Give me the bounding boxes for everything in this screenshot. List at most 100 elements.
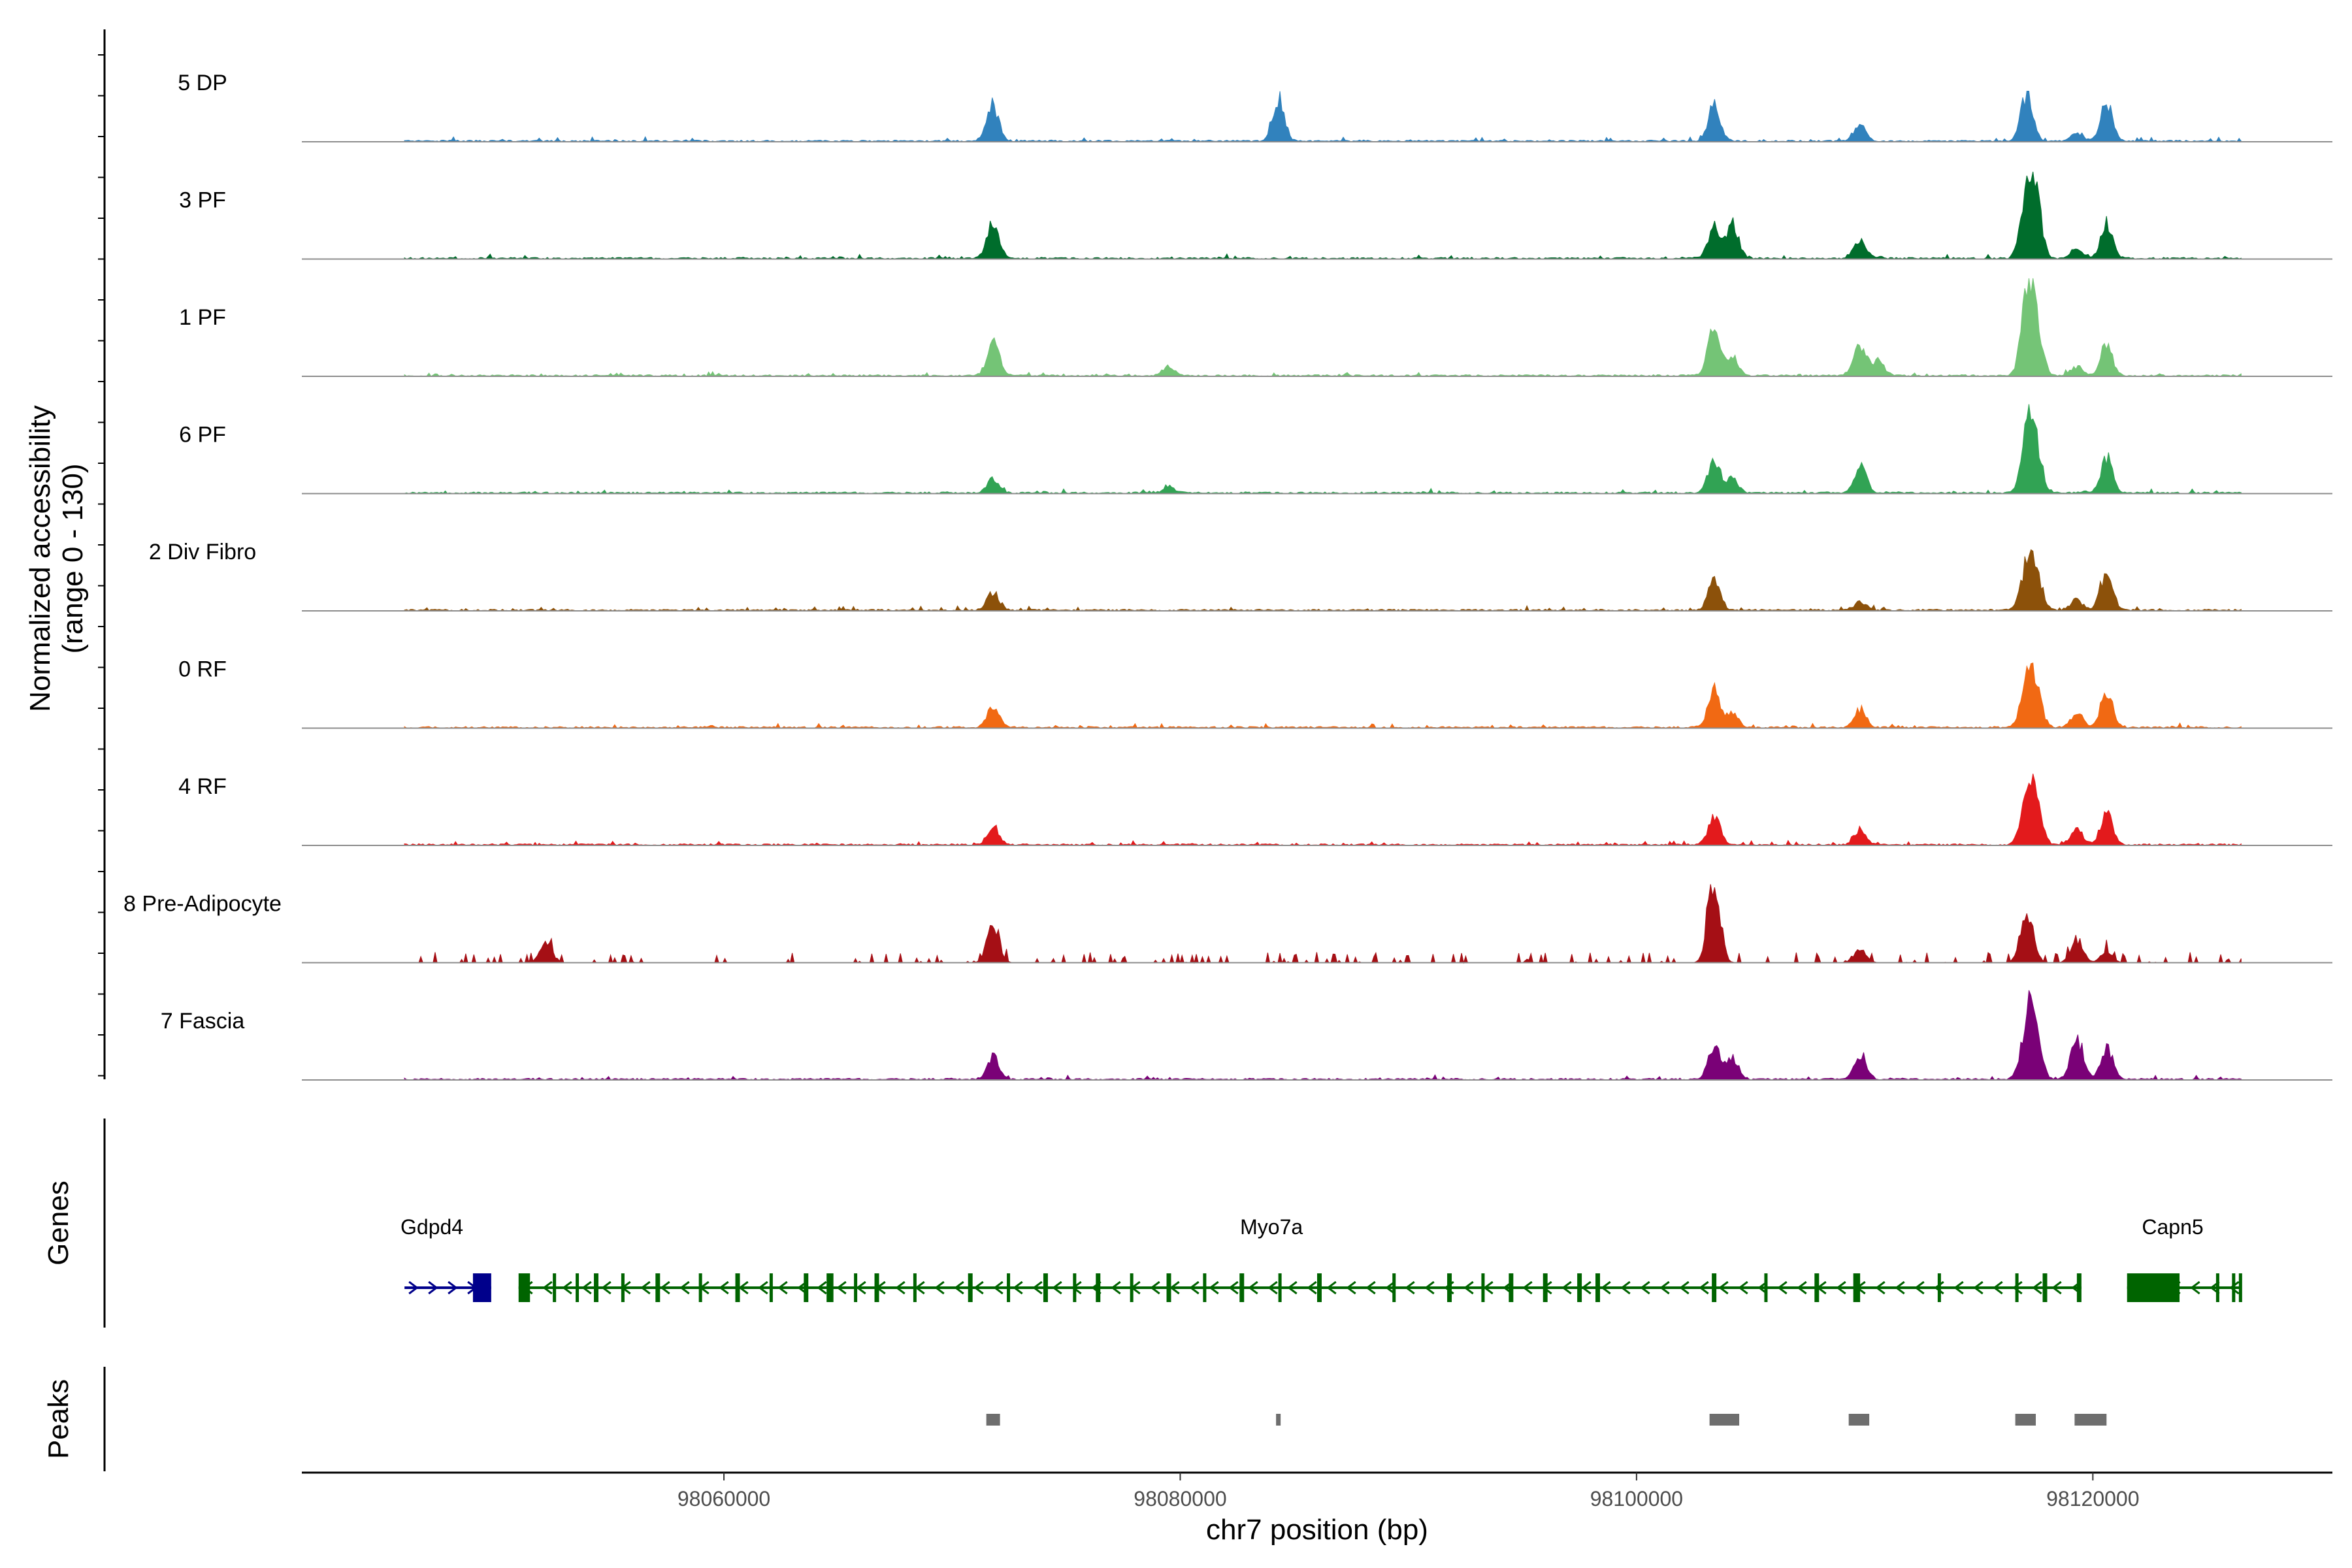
x-tick-label: 98080000 [1134, 1487, 1226, 1511]
exon [1814, 1273, 1820, 1302]
strand-arrow [1150, 1281, 1160, 1295]
strand-arrow [1013, 1281, 1023, 1295]
exon [1166, 1273, 1171, 1302]
exon [698, 1273, 702, 1302]
strand-arrow [1189, 1281, 1200, 1295]
exon [735, 1273, 740, 1302]
strand-arrow [1640, 1281, 1650, 1295]
exon [1239, 1273, 1245, 1302]
exon [1447, 1273, 1452, 1302]
strand-arrow [1738, 1281, 1748, 1295]
track-4-rf: 4 RF [178, 774, 2332, 846]
peaks-label: Peaks [42, 1379, 74, 1459]
coverage-tracks: 5 DP 3 PF 1 PF 6 PF 2 Div Fibro 0 RF 4 RF 8 Pre… [123, 71, 2332, 1081]
strand-arrow [1052, 1281, 1062, 1295]
track-8-pre-adipocyte: 8 Pre-Adipocyte [123, 884, 2332, 964]
exon [518, 1273, 531, 1302]
strand-arrow [1601, 1281, 1611, 1295]
exon [2215, 1273, 2219, 1302]
strand-arrow [934, 1281, 945, 1295]
exon [1595, 1273, 1601, 1302]
track-label: 6 PF [179, 423, 226, 448]
strand-arrow [2032, 1281, 2042, 1295]
exon [854, 1273, 858, 1302]
exon [2015, 1273, 2019, 1302]
exon [913, 1273, 917, 1302]
gene-name: Gdpd4 [400, 1215, 463, 1239]
strand-arrow [1111, 1281, 1121, 1295]
exon [769, 1273, 773, 1302]
strand-arrow [1326, 1281, 1337, 1295]
exon [1481, 1273, 1485, 1302]
strand-arrow [738, 1281, 749, 1295]
strand-arrow [777, 1281, 788, 1295]
strand-arrow [1561, 1281, 1572, 1295]
strand-arrow [679, 1281, 690, 1295]
strand-arrow [1973, 1281, 1984, 1295]
exon [1937, 1273, 1941, 1302]
coverage-area [404, 404, 2242, 495]
exon [2076, 1273, 2082, 1302]
strand-arrow [1679, 1281, 1690, 1295]
strand-arrow [1620, 1281, 1631, 1295]
track-label: 1 PF [179, 305, 226, 330]
exon [655, 1273, 661, 1302]
peak-region [2074, 1414, 2107, 1426]
exon [874, 1273, 879, 1302]
strand-arrow [1424, 1281, 1435, 1295]
exon [1712, 1273, 1717, 1302]
track-6-pf: 6 PF [179, 404, 2332, 495]
gene-gdpd4: Gdpd4 [400, 1215, 491, 1302]
exon [2042, 1273, 2048, 1302]
strand-arrow [1248, 1281, 1258, 1295]
strand-arrow [1463, 1281, 1474, 1295]
peak-region [2015, 1414, 2036, 1426]
x-tick-label: 98120000 [2046, 1487, 2139, 1511]
gene-name: Myo7a [1240, 1215, 1303, 1239]
track-1-pf: 1 PF [179, 278, 2332, 377]
strand-arrow [1385, 1281, 1396, 1295]
strand-arrow [895, 1281, 906, 1295]
strand-arrow [2229, 1281, 2240, 1295]
strand-arrow [1307, 1281, 1317, 1295]
strand-arrow [1797, 1281, 1807, 1295]
strand-arrow [1581, 1281, 1592, 1295]
strand-arrow [1405, 1281, 1415, 1295]
exon [621, 1273, 625, 1302]
strand-arrow [1914, 1281, 1925, 1295]
strand-arrow [993, 1281, 1004, 1295]
strand-arrow [408, 1281, 419, 1295]
coverage-area [404, 884, 2242, 964]
strand-arrow [1169, 1281, 1180, 1295]
strand-arrow [856, 1281, 866, 1295]
exon [1073, 1273, 1077, 1302]
exon [1509, 1273, 1514, 1302]
peak-regions [986, 1414, 2107, 1426]
strand-arrow [1718, 1281, 1729, 1295]
strand-arrow [1699, 1281, 1709, 1295]
peak-region [1276, 1414, 1281, 1426]
strand-arrow [2012, 1281, 2023, 1295]
coverage-area [404, 774, 2242, 846]
strand-arrow [428, 1281, 438, 1295]
x-tick-label: 98100000 [1590, 1487, 1683, 1511]
coverage-area [404, 549, 2242, 612]
coverage-area [404, 91, 2242, 142]
exon [472, 1273, 491, 1302]
strand-arrow [2051, 1281, 2062, 1295]
exon [2232, 1273, 2236, 1302]
strand-arrow [836, 1281, 847, 1295]
peak-region [1709, 1414, 1740, 1426]
coverage-y-range-label: (range 0 - 130) [57, 463, 89, 653]
strand-arrow [448, 1281, 458, 1295]
strand-arrow [542, 1281, 553, 1295]
strand-arrow [581, 1281, 592, 1295]
coverage-y-label: Normalized accessibility [24, 405, 56, 711]
track-3-pf: 3 PF [179, 171, 2332, 260]
strand-arrow [1365, 1281, 1376, 1295]
track-2-div-fibro: 2 Div Fibro [149, 540, 2332, 612]
strand-arrow [1993, 1281, 2003, 1295]
strand-arrow [640, 1281, 651, 1295]
exon [968, 1273, 973, 1302]
genes-label: Genes [42, 1181, 74, 1266]
